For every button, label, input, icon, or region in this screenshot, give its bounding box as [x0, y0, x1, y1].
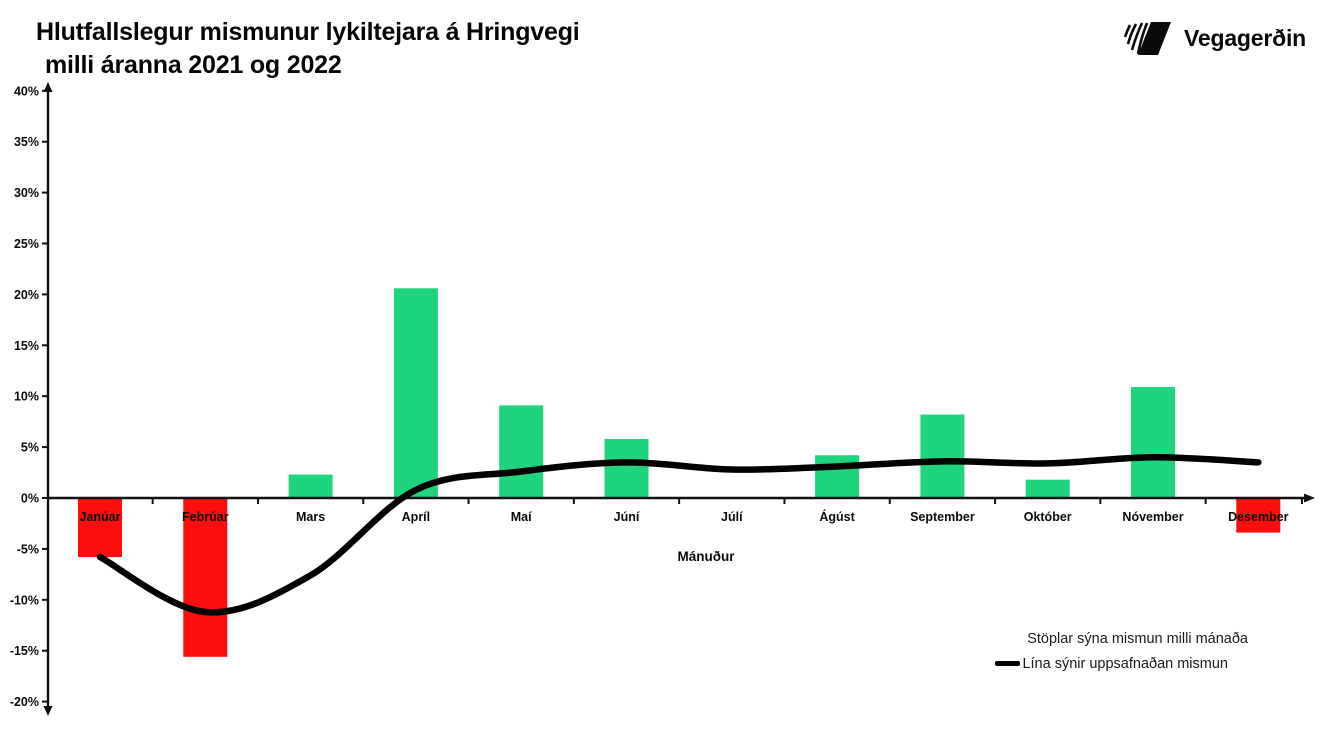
- x-label-Mars: Mars: [296, 510, 325, 524]
- y-tick-label: -10%: [10, 593, 39, 607]
- x-label-Júlí: Júlí: [721, 510, 743, 524]
- bar-Mars: [288, 474, 333, 498]
- chart-title-line-2: milli áranna 2021 og 2022: [45, 51, 342, 79]
- legend-line-swatch: [995, 660, 1021, 666]
- x-label-Nóvember: Nóvember: [1122, 510, 1183, 524]
- x-axis-title: Mánuður: [678, 549, 736, 564]
- x-axis-arrow-right: [1304, 493, 1315, 503]
- y-tick-label: 40%: [14, 84, 39, 98]
- legend-line-label: Lína sýnir uppsafnaðan mismun: [1022, 656, 1228, 672]
- y-tick-label: 10%: [14, 390, 39, 404]
- bar-Nóvember: [1131, 387, 1175, 498]
- x-label-Júní: Júní: [614, 510, 640, 524]
- x-label-Janúar: Janúar: [80, 510, 121, 524]
- y-tick-label: 20%: [14, 288, 39, 302]
- x-label-Desember: Desember: [1228, 510, 1289, 524]
- x-label-September: September: [910, 510, 975, 524]
- y-tick-label: 35%: [14, 135, 39, 149]
- bar-Janúar: [78, 498, 122, 558]
- legend-line: Lína sýnir uppsafnaðan mismun: [995, 656, 1228, 672]
- y-tick-label: 5%: [21, 441, 39, 455]
- x-label-Apríl: Apríl: [402, 510, 430, 524]
- vegagerdin-logo-text: Vegagerðin: [1184, 24, 1306, 51]
- cumulative-line: [96, 454, 1262, 616]
- y-tick-label: -20%: [10, 695, 39, 709]
- y-tick-label: 25%: [14, 237, 39, 251]
- y-tick-label: -15%: [10, 644, 39, 658]
- bar-Október: [1025, 479, 1070, 498]
- vegagerdin-logo: Vegagerðin: [1118, 18, 1306, 58]
- bar-Ágúst: [815, 455, 860, 498]
- bar-Júní: [604, 438, 649, 498]
- x-label-Maí: Maí: [511, 510, 532, 524]
- x-label-Október: Október: [1024, 510, 1072, 524]
- bar-Desember: [1236, 498, 1281, 533]
- y-tick-label: 15%: [14, 339, 39, 353]
- chart-title-line-1: Hlutfallslegur mismunur lykiltejara á Hr…: [36, 18, 580, 46]
- legend-bars: Stöplar sýna mismun milli mánaða: [1027, 631, 1248, 647]
- bar-Maí: [499, 405, 544, 498]
- y-tick-label: 30%: [14, 186, 39, 200]
- y-axis-arrow-up: [43, 82, 53, 92]
- vegagerdin-logo-icon: [1123, 22, 1171, 55]
- bar-September: [920, 414, 965, 498]
- y-tick-label: -5%: [17, 542, 39, 556]
- chart-title: Hlutfallslegur mismunur lykiltejara á Hr…: [36, 16, 580, 82]
- legend-bars-label: Stöplar sýna mismun milli mánaða: [1027, 631, 1248, 647]
- bar-Febrúar: [183, 498, 228, 657]
- x-label-Ágúst: Ágúst: [819, 509, 855, 524]
- x-label-Febrúar: Febrúar: [182, 510, 229, 524]
- y-axis-arrow-down: [43, 706, 53, 716]
- y-tick-label: 0%: [21, 492, 39, 506]
- bar-Apríl: [393, 288, 438, 498]
